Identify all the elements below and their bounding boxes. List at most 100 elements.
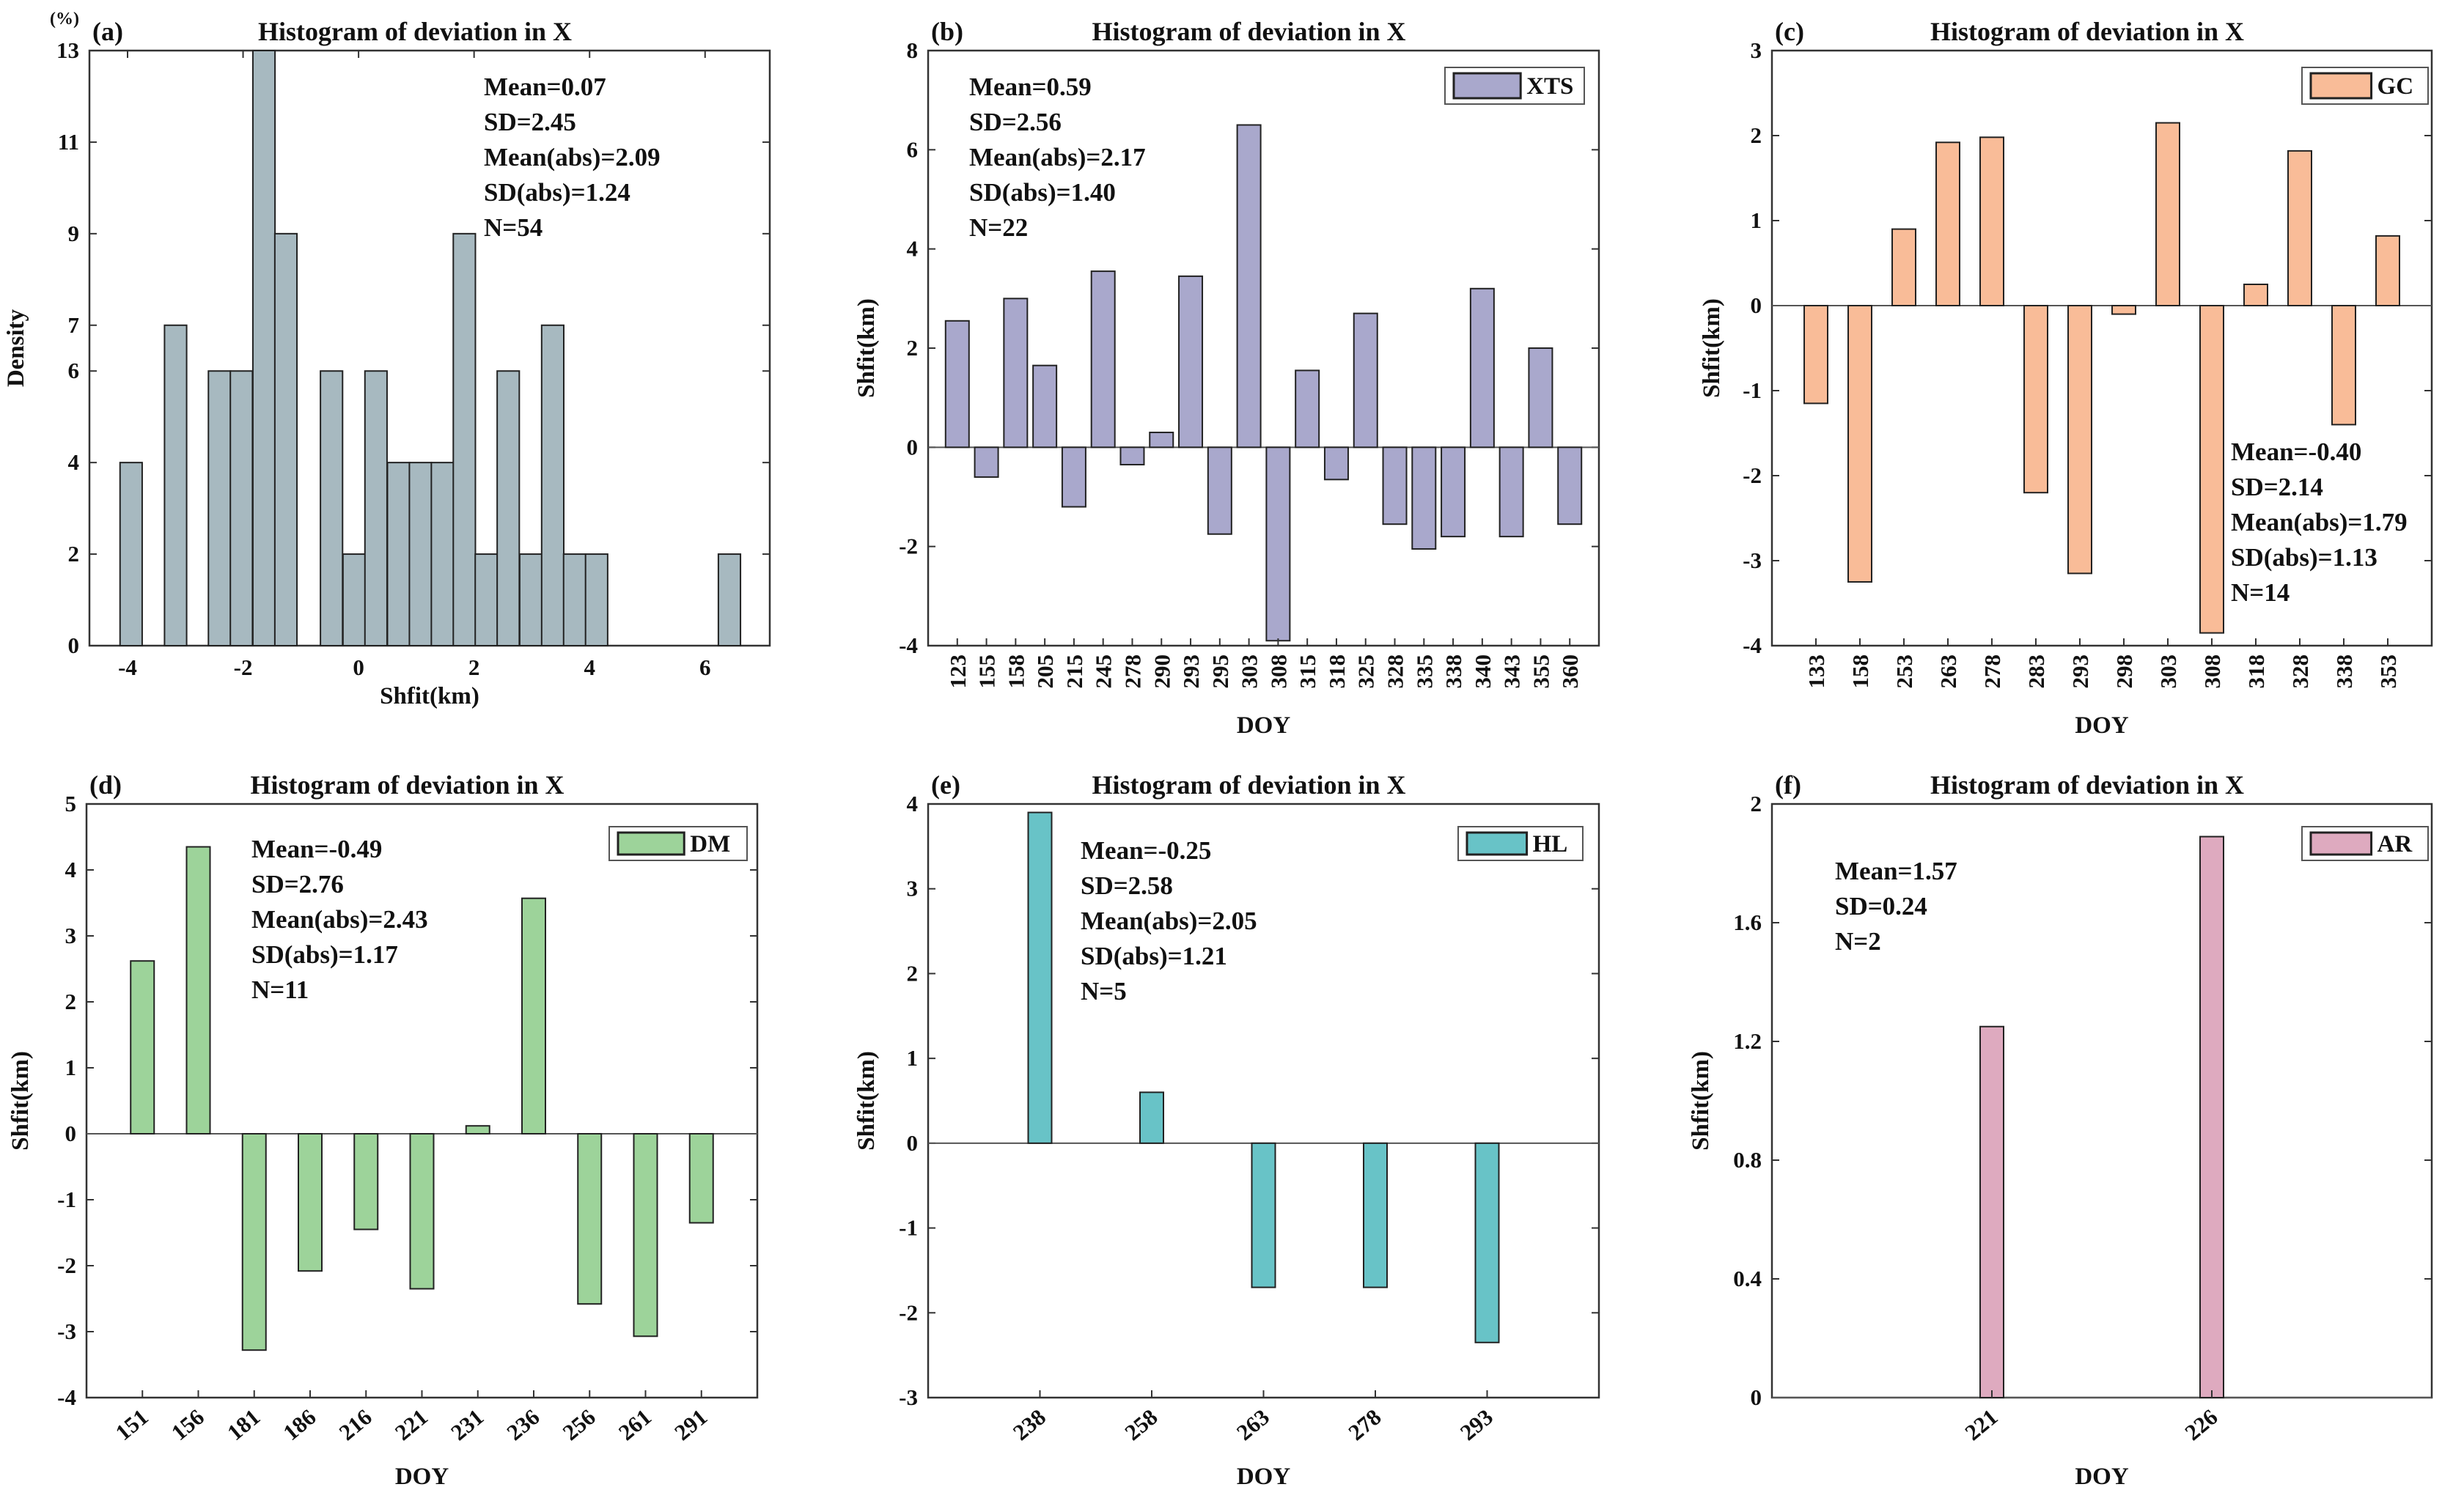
- x-tick-label: 290: [1149, 654, 1174, 689]
- bar: [298, 1133, 323, 1272]
- bar: [1149, 432, 1174, 449]
- histogram-bar: [408, 462, 433, 647]
- histogram-bar: [474, 553, 499, 646]
- stats-line: SD=2.45: [484, 108, 576, 136]
- y-tick-label: 8: [907, 37, 919, 63]
- axes-frame: [1770, 49, 2433, 647]
- x-tick-label: 205: [1032, 654, 1058, 689]
- x-tick-label: 186: [278, 1404, 320, 1446]
- y-tick-label: 0.4: [1733, 1266, 1762, 1291]
- y-tick-label: 4: [907, 236, 919, 262]
- chart-title: Histogram of deviation in X: [258, 17, 572, 46]
- bar: [2155, 122, 2180, 306]
- x-tick-label: 318: [1324, 654, 1350, 689]
- stats-line: N=22: [969, 213, 1028, 242]
- bar: [1979, 1025, 2004, 1398]
- bar: [1323, 446, 1349, 481]
- bar: [2287, 150, 2312, 306]
- stats-line: N=2: [1835, 927, 1881, 956]
- chart-title: Histogram of deviation in X: [1930, 17, 2244, 46]
- legend-swatch: [617, 831, 685, 856]
- bar: [1803, 305, 1828, 405]
- bar: [2243, 284, 2268, 306]
- panel-label: (d): [89, 770, 122, 800]
- stats-line: N=5: [1081, 977, 1127, 1006]
- x-tick-label: 338: [2331, 654, 2357, 689]
- x-tick-label: 231: [446, 1404, 488, 1446]
- stats-line: Mean(abs)=1.79: [2231, 508, 2408, 536]
- y-tick-label: 1.2: [1733, 1028, 1762, 1054]
- y-tick-label: 11: [58, 129, 79, 155]
- bar: [1251, 1142, 1276, 1288]
- histogram-bar: [320, 370, 344, 646]
- panel-label: (f): [1775, 770, 1801, 800]
- bar: [353, 1133, 379, 1231]
- bar: [1265, 446, 1291, 642]
- x-tick-label: 2: [468, 654, 480, 680]
- x-tick-label: 278: [1979, 654, 2005, 689]
- y-tick-label: -3: [57, 1318, 76, 1344]
- histogram-bar: [540, 324, 565, 646]
- x-tick-label: 343: [1499, 654, 1525, 689]
- legend-label: GC: [2377, 73, 2414, 100]
- x-tick-label: 6: [699, 654, 711, 680]
- bar: [1061, 446, 1086, 508]
- legend-label: AR: [2377, 831, 2413, 857]
- x-tick-label: 156: [166, 1404, 209, 1446]
- stats-line: Mean=0.59: [969, 73, 1092, 101]
- stats-line: SD(abs)=1.40: [969, 178, 1116, 207]
- y-tick-label: 6: [907, 136, 919, 162]
- y-unit-label: (%): [50, 10, 79, 29]
- bar: [1003, 298, 1029, 449]
- x-tick-label: 338: [1441, 654, 1466, 689]
- histogram-bar: [229, 370, 254, 646]
- stats-line: SD=2.56: [969, 108, 1062, 136]
- bar: [577, 1133, 603, 1305]
- histogram-bar: [518, 553, 543, 646]
- bar: [185, 846, 211, 1134]
- bar: [1353, 312, 1378, 449]
- x-axis-label: DOY: [1237, 1464, 1291, 1490]
- y-tick-label: 6: [68, 358, 80, 383]
- y-tick-label: 2: [1751, 791, 1762, 816]
- stats-line: Mean=-0.40: [2231, 438, 2361, 466]
- x-tick-label: 221: [1960, 1404, 2002, 1446]
- x-tick-label: 355: [1528, 654, 1553, 689]
- y-tick-label: -2: [899, 534, 918, 559]
- y-tick-label: -1: [57, 1187, 76, 1212]
- x-tick-label: 295: [1207, 654, 1233, 689]
- y-tick-label: 4: [907, 791, 919, 816]
- y-tick-label: 0: [1751, 1384, 1762, 1410]
- y-tick-label: 0: [1751, 292, 1762, 318]
- stats-line: SD(abs)=1.24: [484, 178, 630, 207]
- x-axis-label: DOY: [2075, 1464, 2129, 1490]
- bar: [130, 960, 155, 1134]
- histogram-bar: [562, 553, 586, 646]
- y-tick-label: 0: [68, 632, 80, 658]
- x-tick-label: 335: [1411, 654, 1437, 689]
- x-tick-label: 181: [222, 1404, 265, 1446]
- x-tick-label: 291: [669, 1404, 712, 1446]
- bar: [1557, 446, 1583, 525]
- stats-line: Mean(abs)=2.17: [969, 143, 1146, 171]
- x-tick-label: 328: [2287, 654, 2313, 689]
- x-tick-label: 158: [1847, 654, 1873, 689]
- x-tick-label: 221: [390, 1404, 433, 1446]
- histogram-bar: [717, 553, 742, 646]
- y-tick-label: 2: [907, 960, 919, 986]
- x-tick-label: 226: [2180, 1404, 2222, 1446]
- y-tick-label: 4: [68, 449, 80, 475]
- x-tick-label: 155: [974, 654, 1000, 689]
- x-tick-label: 360: [1557, 654, 1583, 689]
- bar: [1032, 364, 1058, 449]
- bar: [2067, 305, 2092, 575]
- histogram-bar: [496, 370, 521, 646]
- stats-line: Mean(abs)=2.43: [251, 905, 428, 934]
- x-tick-label: 283: [2023, 654, 2049, 689]
- y-tick-label: 2: [68, 541, 80, 567]
- histogram-bar: [251, 50, 276, 646]
- y-tick-label: -4: [57, 1384, 76, 1410]
- bar: [1178, 275, 1204, 449]
- legend-swatch: [1465, 831, 1529, 856]
- x-axis-label: DOY: [395, 1464, 449, 1490]
